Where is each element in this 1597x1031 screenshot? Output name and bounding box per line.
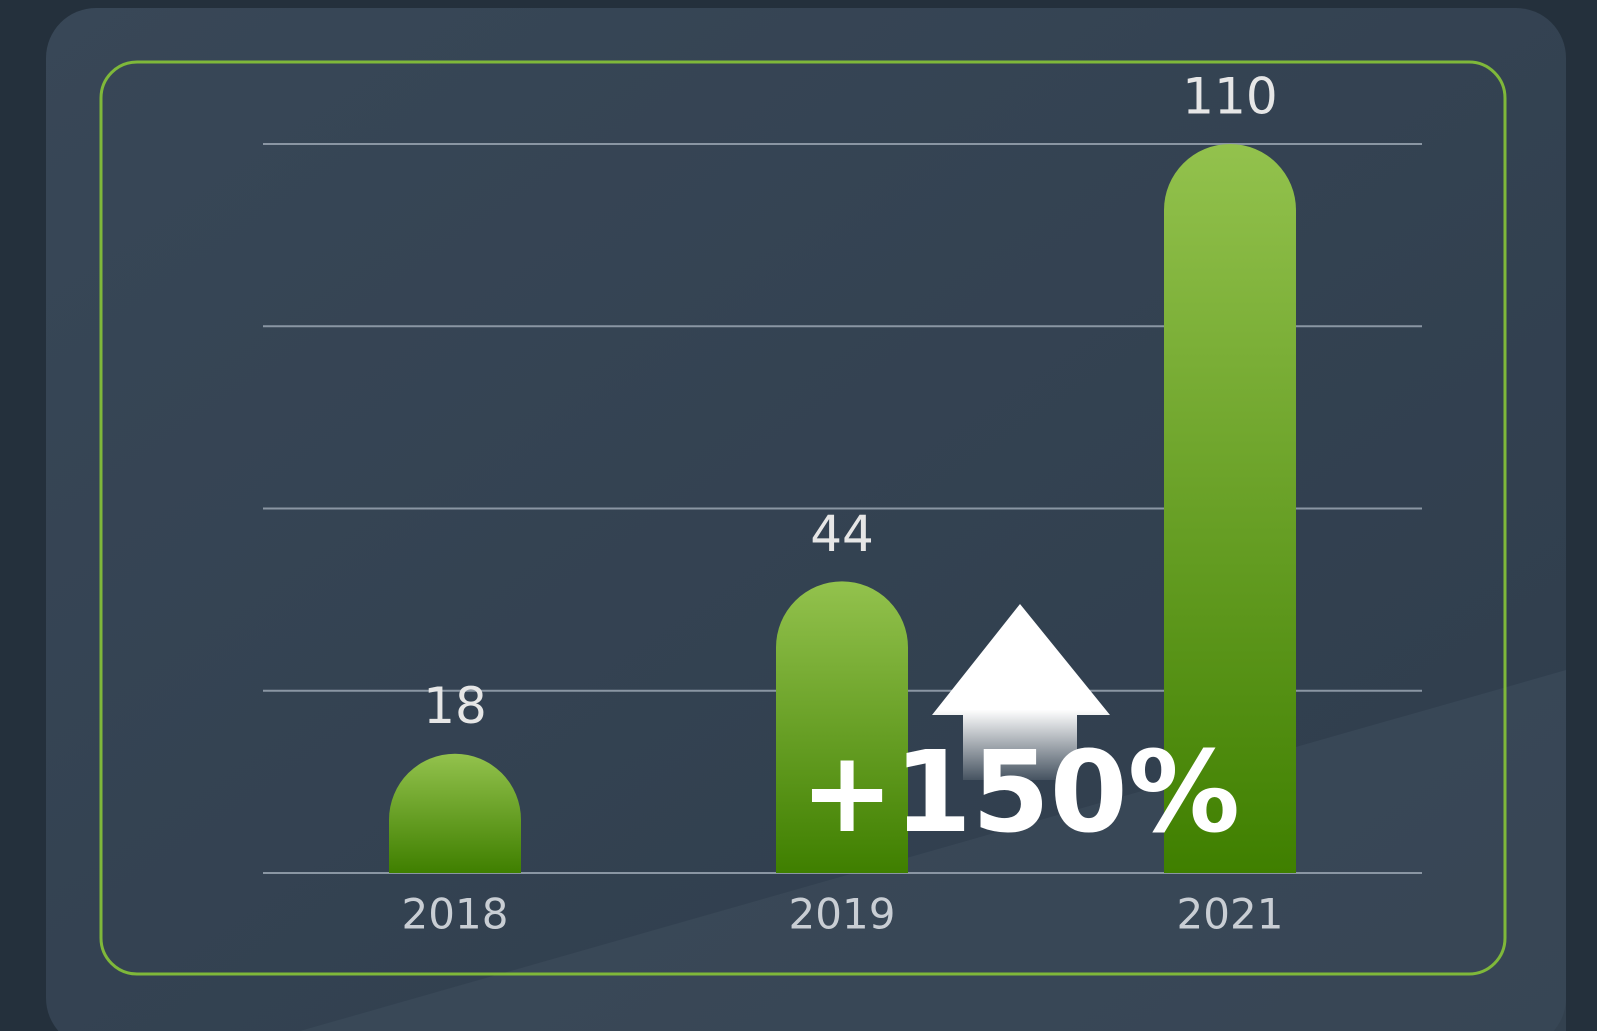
bar [1164,144,1296,873]
value-label: 110 [1182,68,1277,126]
value-label: 44 [810,505,874,563]
bar [776,581,908,873]
up-arrow [932,604,1110,780]
x-tick-label: 2018 [402,890,509,939]
value-label: 18 [423,677,487,735]
x-tick-label: 2019 [789,890,896,939]
bars: 2018 18 2019 44 2021 110 [389,68,1296,939]
x-tick-label: 2021 [1177,890,1284,939]
chart-frame [99,60,1507,976]
bar [389,753,521,873]
growth-annotation: +150% [800,728,1240,858]
